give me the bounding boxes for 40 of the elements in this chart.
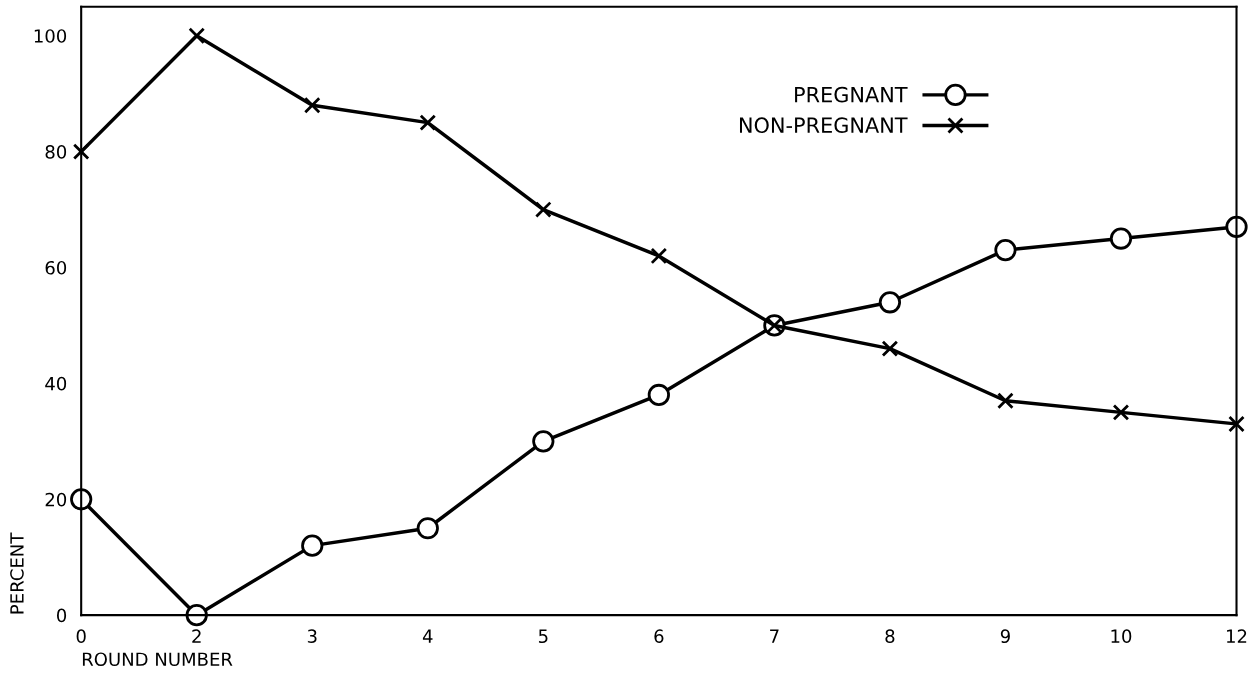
point [188,27,206,45]
point [303,96,321,114]
point [534,201,552,218]
point [997,392,1014,410]
x-tick-label: 9 [1000,629,1010,644]
x-axis-title: ROUND NUMBER [82,652,233,667]
x-tick-label: 0 [76,629,86,644]
y-tick-label: 20 [45,492,67,507]
x-tick-label: 10 [1111,629,1132,644]
point [647,383,670,407]
point [185,604,208,627]
point [532,430,555,453]
point [650,247,668,265]
point [1109,227,1133,250]
x-tick-label: 8 [885,629,895,644]
x-tick-label: 6 [654,629,664,644]
legend-label: PREGNANT [795,86,908,103]
point [416,517,439,540]
point [70,488,93,511]
y-tick-label: 80 [45,145,67,159]
x-tick-label: 4 [422,629,433,643]
x-tick-label: 7 [770,629,779,643]
point [419,114,437,131]
x-tick-label: 5 [538,629,548,644]
point [878,291,902,314]
x-tick-label: 3 [307,629,317,644]
point [72,143,90,160]
point [301,534,324,557]
point [881,340,899,357]
x-tick-label: 2 [192,629,201,643]
y-tick-label: 0 [57,608,67,623]
point [1112,404,1130,421]
legend-label: NON-PREGNANT [739,117,908,134]
point [1228,415,1245,433]
y-tick-label: 100 [34,29,67,43]
point [994,239,1017,262]
y-tick-label: 60 [45,260,67,275]
y-tick-label: 40 [45,376,67,391]
y-axis-title: PERCENT [10,532,24,614]
x-tick-label: 12 [1227,629,1247,643]
